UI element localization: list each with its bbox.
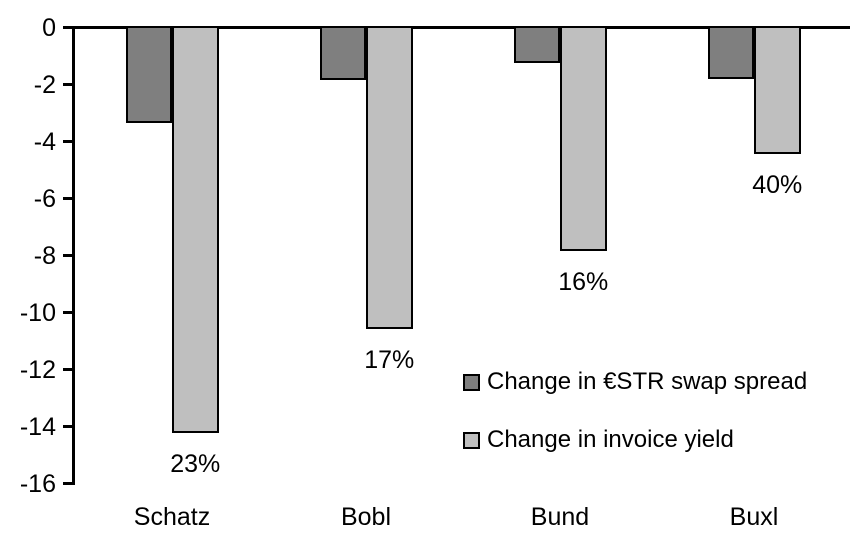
y-axis-tick-label: -2 [33, 70, 56, 99]
y-axis-tick-label: -12 [19, 355, 56, 384]
legend-swatch-invoice-yield-icon [463, 431, 480, 449]
y-axis-tick-label: 0 [42, 13, 56, 42]
bar-swap-spread-buxl [707, 26, 754, 79]
y-axis-tick [63, 197, 75, 200]
bar-invoice-yield-schatz [172, 26, 219, 434]
y-axis-tick [63, 140, 75, 143]
x-axis-zero-line [72, 26, 850, 29]
y-axis-tick [63, 482, 75, 485]
data-label-bobl: 17% [364, 346, 415, 375]
y-axis-tick-label: -8 [33, 241, 56, 270]
y-axis-tick-label: -10 [19, 298, 56, 327]
bar-invoice-yield-buxl [754, 26, 801, 155]
x-axis-category-label-buxl: Buxl [729, 503, 779, 531]
bar-swap-spread-schatz [125, 26, 172, 123]
data-label-buxl: 40% [752, 170, 803, 199]
y-axis-tick [63, 311, 75, 314]
y-axis-tick [63, 83, 75, 86]
y-axis-tick-label: -14 [19, 412, 56, 441]
x-axis-category-label-bund: Bund [530, 503, 590, 531]
legend-swatch-swap-spread-icon [463, 373, 480, 391]
bar-invoice-yield-bund [560, 26, 607, 252]
data-label-schatz: 23% [170, 450, 221, 479]
legend-item-swap-spread: Change in €STR swap spread [463, 368, 807, 396]
bar-swap-spread-bobl [319, 26, 366, 81]
data-label-bund: 16% [558, 267, 609, 296]
y-axis-tick [63, 425, 75, 428]
y-axis-tick [63, 26, 75, 29]
y-axis-tick [63, 254, 75, 257]
x-axis-category-label-schatz: Schatz [133, 503, 211, 531]
legend: Change in €STR swap spread Change in inv… [463, 368, 807, 454]
y-axis-tick [63, 368, 75, 371]
x-axis-category-label-bobl: Bobl [340, 503, 392, 531]
legend-label-invoice-yield: Change in invoice yield [487, 426, 734, 453]
y-axis-tick-label: -16 [19, 469, 56, 498]
y-axis-tick-label: -6 [33, 184, 56, 213]
bar-swap-spread-bund [513, 26, 560, 63]
legend-label-swap-spread: Change in €STR swap spread [487, 368, 808, 395]
bar-invoice-yield-bobl [366, 26, 413, 330]
legend-item-invoice-yield: Change in invoice yield [463, 426, 807, 454]
y-axis-tick-label: -4 [33, 127, 56, 156]
